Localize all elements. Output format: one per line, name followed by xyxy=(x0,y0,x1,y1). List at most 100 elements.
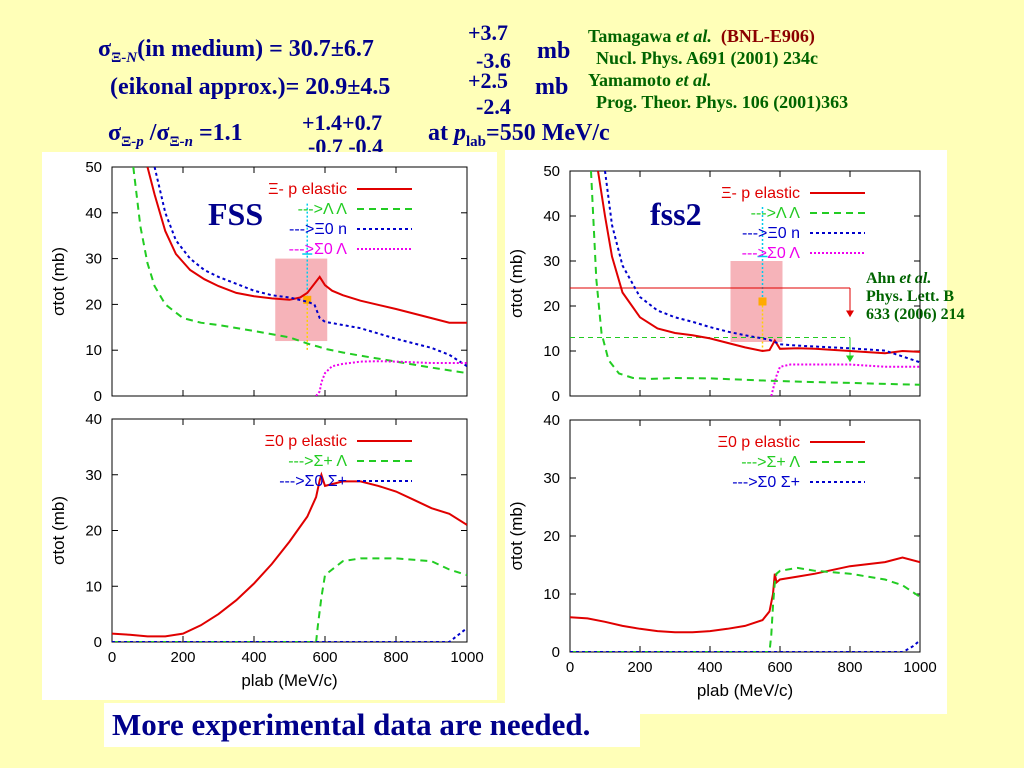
series-group xyxy=(112,471,467,642)
l2-up-err: +2.5 xyxy=(468,68,509,93)
series-line-2 xyxy=(570,566,920,652)
chart-2: 0 10 20 30 40 50 σtot (mb) Ξ- p elastic --->Λ Λ -… xyxy=(507,163,921,405)
in-medium-value: (in medium) = 30.7±6.7 xyxy=(137,36,374,62)
series-line-1 xyxy=(597,171,920,355)
l3-up-err: +1.4+0.7 xyxy=(302,110,383,135)
xi-subscript-2: Ξ xyxy=(121,133,132,150)
legend-label-4: --->Σ0 Λ xyxy=(742,245,801,262)
legend-label-1: Ξ0 p elastic xyxy=(265,433,347,450)
x-tick-label: 400 xyxy=(697,659,722,676)
x-tick-label: 600 xyxy=(767,659,792,676)
y-tick-label: 20 xyxy=(543,528,560,545)
x-axis-label: plab (MeV/c) xyxy=(241,671,337,690)
series-group xyxy=(132,167,467,396)
experimental-point xyxy=(758,297,767,306)
experimental-box xyxy=(730,261,783,342)
plot-frame xyxy=(111,166,468,397)
ref1-etal: et al. xyxy=(675,26,712,46)
x-tick-label: 200 xyxy=(627,659,652,676)
l1-up-err: +3.7 xyxy=(468,20,509,45)
x-tick-label: 600 xyxy=(312,649,337,666)
legend-label-2: --->Σ+ Λ xyxy=(741,454,800,471)
legend-label-2: --->Λ Λ xyxy=(298,201,348,218)
series-line-3 xyxy=(112,627,467,642)
legend-label-2: --->Λ Λ xyxy=(751,205,801,222)
y-tick-label: 10 xyxy=(85,342,102,359)
l1-unit: mb xyxy=(537,38,571,64)
at-word: at xyxy=(428,120,454,146)
ratio-value: =1.1 xyxy=(192,120,243,146)
nucleon-subscript: N xyxy=(126,49,138,66)
x-tick-label: 400 xyxy=(241,649,266,666)
x-tick-label: 800 xyxy=(837,659,862,676)
legend-label-3: --->Ξ0 n xyxy=(742,225,800,242)
legend-label-3: --->Ξ0 n xyxy=(289,221,347,238)
ratio-line: σΞ-p /σΞ-n =1.1 xyxy=(108,120,243,151)
series-line-1 xyxy=(146,167,467,324)
ref-tamagawa: Tamagawa et al. (BNL-E906) xyxy=(588,26,815,47)
ref2-journal: Prog. Theor. Phys. 106 (2001)363 xyxy=(596,92,849,112)
ref1-name: Tamagawa xyxy=(588,26,676,46)
series-line-3 xyxy=(604,171,920,364)
series-line-4 xyxy=(315,360,467,396)
ahn-name: Ahn xyxy=(866,270,900,287)
slash-sigma: /σ xyxy=(143,120,170,146)
x-axis-label: plab (MeV/c) xyxy=(697,681,793,700)
y-tick-label: 0 xyxy=(94,388,102,405)
at-plab: at plab=550 MeV/c xyxy=(428,120,610,151)
y-tick-label: 10 xyxy=(85,578,102,595)
l2-unit: mb xyxy=(535,74,569,100)
y-tick-label: 40 xyxy=(543,412,560,429)
y-tick-label: 20 xyxy=(543,298,560,315)
lab-subscript: lab xyxy=(466,133,487,150)
ref2-etal: et al. xyxy=(675,70,712,90)
y-tick-label: 0 xyxy=(94,634,102,651)
series-line-2 xyxy=(112,557,467,642)
p-subscript: -p xyxy=(131,133,144,150)
ahn-journal-2: 633 (2006) 214 xyxy=(866,306,965,323)
footer-note: More experimental data are needed. xyxy=(104,703,640,747)
l2-dn-err: -2.4 xyxy=(476,94,511,119)
legend-label-1: Ξ- p elastic xyxy=(268,181,347,198)
series-line-1 xyxy=(570,556,920,634)
eikonal-line: (eikonal approx.)= 20.9±4.5 xyxy=(110,74,391,100)
ahn-etal: et al. xyxy=(899,270,932,287)
y-tick-label: 10 xyxy=(543,586,560,603)
y-tick-label: 30 xyxy=(543,470,560,487)
series-line-2 xyxy=(132,167,467,375)
l1-dn-err: -3.6 xyxy=(476,48,511,73)
panel-bg-top-right xyxy=(505,150,947,398)
x-tick-label: 1000 xyxy=(450,649,483,666)
minus-sign: - xyxy=(121,49,127,66)
ahn-total-arrowhead xyxy=(846,310,854,318)
ref-yamamoto: Yamamoto et al. xyxy=(588,70,712,91)
model-label-fss2: fss2 xyxy=(650,196,702,232)
momentum-value: =550 MeV/c xyxy=(486,120,610,146)
legend-label-1: Ξ- p elastic xyxy=(721,185,800,202)
y-tick-label: 40 xyxy=(85,411,102,428)
legend-label-1: Ξ0 p elastic xyxy=(718,434,800,451)
experimental-point xyxy=(303,295,312,304)
series-line-1 xyxy=(112,471,467,638)
x-tick-label: 200 xyxy=(170,649,195,666)
xi-subscript-3: Ξ xyxy=(169,133,180,150)
ahn-ll-arrowhead xyxy=(846,355,854,363)
sigma-line-1: σΞ-N(in medium) = 30.7±6.7 xyxy=(98,36,374,67)
ref1-journal: Nucl. Phys. A691 (2001) 234c xyxy=(596,48,818,68)
y-tick-label: 30 xyxy=(85,251,102,268)
model-label-fss: FSS xyxy=(208,196,263,232)
y-tick-label: 0 xyxy=(552,388,560,405)
y-axis-label: σtot (mb) xyxy=(49,247,68,316)
ref-ahn: Ahn et al. Phys. Lett. B 633 (2006) 214 xyxy=(866,270,965,324)
y-tick-label: 40 xyxy=(85,205,102,222)
y-tick-label: 50 xyxy=(85,159,102,176)
panel-bg-bottom-left xyxy=(42,398,497,700)
x-tick-label: 0 xyxy=(108,649,116,666)
y-tick-label: 30 xyxy=(543,253,560,270)
y-axis-label: σtot (mb) xyxy=(507,249,526,318)
x-tick-label: 800 xyxy=(383,649,408,666)
sigma-symbol: σ xyxy=(98,36,112,62)
